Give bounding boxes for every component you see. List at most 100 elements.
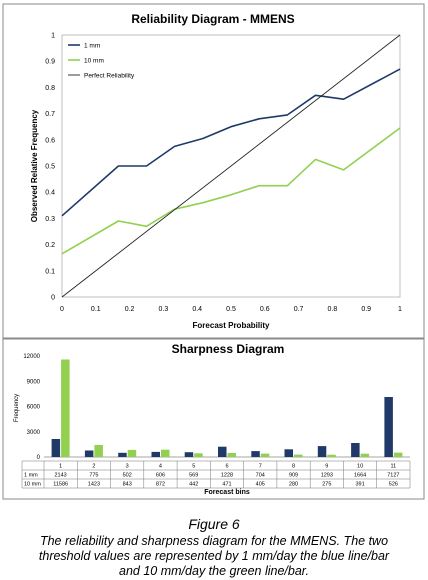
bar-series-2 [127,449,137,457]
bar-series-2 [227,453,236,457]
reliability-x-tick-label: 0.5 [226,306,236,313]
reliability-y-tick-label: 1 [51,33,55,40]
reliability-x-ticks: 0 0.1 0.2 0.3 0.4 0.5 0.6 0.7 0.8 0.9 1 [60,306,402,313]
bar-series-1 [51,439,61,457]
table-category-label: 10 [357,464,363,470]
table-cell-value: 471 [222,482,231,488]
reliability-x-tick-label: 0.3 [159,306,169,313]
bar-series-1 [317,446,327,457]
reliability-y-tick-label: 0.8 [45,85,55,92]
bar-series-1 [351,443,360,457]
bar-series-1 [384,397,393,457]
reliability-x-tick-label: 0.2 [125,306,135,313]
sharpness-x-axis-label: Forecast bins [204,489,250,496]
reliability-y-tick-label: 0.7 [45,111,55,118]
figure-caption-line-1: The reliability and sharpness diagram fo… [39,534,389,548]
reliability-y-tick-label: 0.9 [45,59,55,66]
table-category-label: 3 [126,464,129,470]
reliability-y-ticks: 0 0.1 0.2 0.3 0.4 0.5 0.6 0.7 0.8 0.9 1 [45,33,55,302]
table-cell-value: 391 [355,482,364,488]
bar-series-1 [151,451,160,457]
bar-series-2 [260,453,270,457]
reliability-title: Reliability Diagram - MMENS [131,12,294,26]
bar-series-2 [161,449,170,457]
table-cell-value: 1664 [354,473,366,479]
reliability-y-tick-label: 0.4 [45,190,55,197]
bar-series-1 [218,446,227,457]
table-cell-value: 2143 [55,473,67,479]
reliability-x-tick-label: 0.9 [361,306,371,313]
table-cell-value: 280 [289,482,298,488]
reliability-x-tick-label: 0.8 [328,306,338,313]
legend-label: Perfect Reliability [84,73,135,80]
table-cell-value: 7127 [387,473,399,479]
reliability-x-axis-label: Forecast Probability [193,321,270,330]
table-cell-value: 1293 [321,473,333,479]
table-category-label: 5 [192,464,195,470]
table-cell-value: 526 [389,482,398,488]
table-category-label: 4 [159,464,162,470]
series-line-2 [61,127,401,255]
table-category-label: 6 [225,464,228,470]
table-cell-value: 775 [89,473,98,479]
bar-series-1 [284,449,293,457]
sharpness-y-ticks: 0 3000 6000 9000 12000 [23,354,40,461]
sharpness-y-tick-label: 9000 [27,379,41,385]
legend-label: 10 mm [84,58,104,65]
legend-label: 1 mm [84,43,100,50]
figure-caption-line-2: threshold values are represented by 1 mm… [38,549,390,563]
table-cell-value: 704 [256,473,265,479]
reliability-x-tick-label: 0.6 [260,306,270,313]
figure-title: Figure 6 [188,516,240,532]
sharpness-data-table: 1 2 3 4 5 6 7 8 9 10 11 1 mm 2143 775 502 606 569 1228 704… [21,460,411,489]
table-cell-value: 606 [156,473,165,479]
table-cell-value: 442 [189,482,198,488]
table-category-label: 11 [391,464,397,470]
reliability-series [61,34,401,298]
table-row-label: 10 mm [24,482,41,488]
sharpness-panel [2,338,425,500]
table-cell-value: 909 [289,473,298,479]
bar-series-1 [184,452,194,457]
table-cell-value: 405 [256,482,265,488]
reliability-x-tick-label: 0 [60,306,64,313]
bar-series-1 [118,452,127,457]
table-cell-value: 1228 [221,473,233,479]
reliability-y-tick-label: 0 [51,295,55,302]
reliability-y-tick-label: 0.3 [45,216,55,223]
table-cell-value: 275 [322,482,331,488]
reliability-x-tick-label: 0.4 [192,306,202,313]
bar-series-2 [194,453,203,457]
bar-series-1 [84,450,94,457]
bar-series-2 [294,454,303,457]
table-category-label: 9 [325,464,328,470]
table-cell-value: 11586 [53,482,68,488]
bar-series-2 [393,452,403,457]
reliability-y-tick-label: 0.2 [45,242,55,249]
sharpness-bars [51,359,403,457]
sharpness-y-tick-label: 3000 [27,430,41,436]
sharpness-y-tick-label: 0 [37,455,41,461]
table-cell-value: 569 [189,473,198,479]
reliability-y-tick-label: 0.6 [45,137,55,144]
reliability-x-tick-label: 0.1 [91,306,101,313]
reliability-x-tick-label: 0.7 [294,306,304,313]
bar-series-2 [360,453,370,457]
sharpness-y-tick-label: 12000 [23,354,40,360]
table-cell-value: 872 [156,482,165,488]
table-category-label: 2 [92,464,95,470]
sharpness-title: Sharpness Diagram [172,342,285,356]
bar-series-1 [251,451,260,457]
reliability-y-tick-label: 0.5 [45,164,55,171]
table-category-label: 8 [292,464,295,470]
table-category-label: 1 [59,464,62,470]
table-category-label: 7 [259,464,262,470]
figure-caption-line-3: and 10 mm/day the green line/bar. [119,564,309,578]
perfect-reliability-line [61,34,401,298]
reliability-x-tick-label: 1 [398,306,402,313]
table-row-label: 1 mm [24,473,38,479]
reliability-y-tick-label: 0.1 [45,268,55,275]
reliability-legend: 1 mm 10 mm Perfect Reliability [68,43,135,80]
series-line-1 [61,68,401,217]
